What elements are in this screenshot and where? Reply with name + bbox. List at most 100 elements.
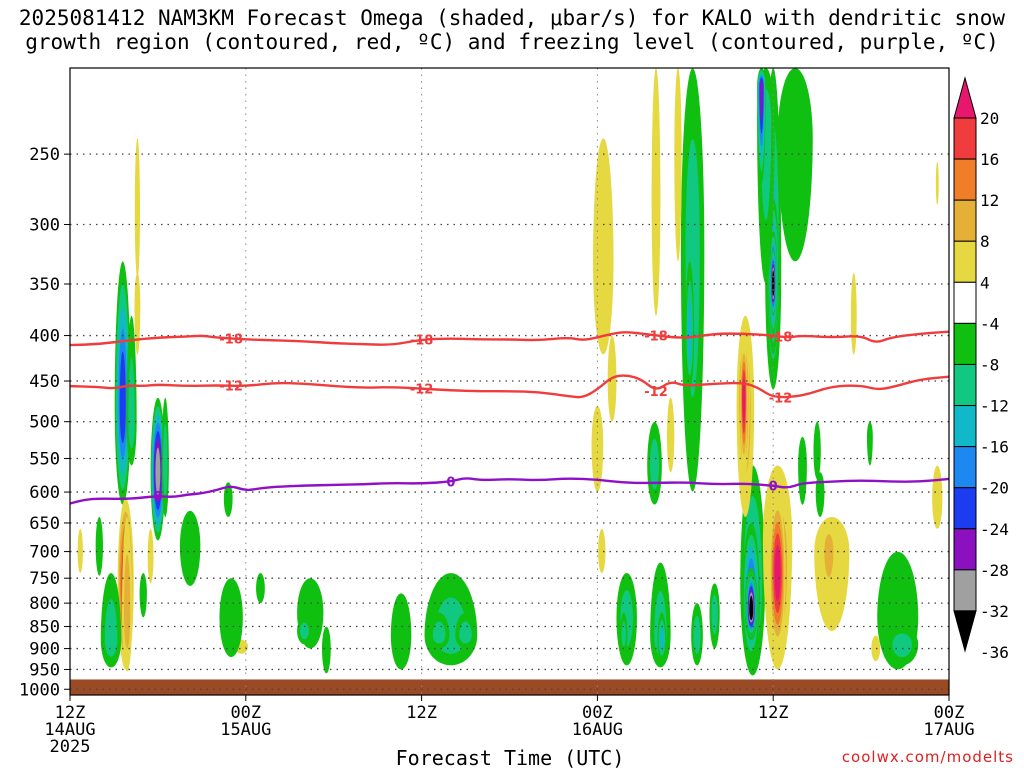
omega-cell — [815, 472, 825, 517]
omega-cell — [651, 67, 661, 316]
omega-cell — [687, 299, 692, 362]
omega-cell — [711, 594, 718, 635]
omega-cell — [162, 424, 168, 497]
plot-frame — [69, 67, 950, 696]
contour-label: 0 — [153, 490, 162, 505]
colorbar-top-arrow — [953, 76, 977, 119]
omega-cell — [299, 622, 309, 640]
colorbar-label: -4 — [980, 314, 999, 333]
omega-cell — [591, 405, 604, 493]
pressure-tick-label: 500 — [29, 413, 60, 433]
time-tick-label: 16AUG — [572, 720, 623, 740]
surface-ground-band — [70, 679, 949, 695]
pressure-tick-label: 300 — [29, 216, 60, 236]
colorbar-swatch — [953, 363, 977, 407]
contour-label: -18 — [219, 332, 243, 347]
omega-cell — [742, 377, 746, 424]
colorbar-swatch — [953, 240, 977, 283]
time-tick-label: 17AUG — [923, 720, 974, 740]
omega-cell — [871, 635, 881, 662]
pressure-tick-label: 800 — [29, 594, 60, 614]
contour-label: -18 — [644, 330, 668, 345]
colorbar-label: -8 — [980, 355, 999, 374]
omega-cell — [693, 615, 701, 654]
colorbar-swatch — [953, 322, 977, 365]
omega-cell — [798, 436, 807, 505]
omega-cell — [935, 161, 939, 205]
pressure-tick-label: 250 — [29, 145, 60, 165]
title-line-2: growth region (contoured, red, ºC) and f… — [25, 30, 999, 54]
omega-cell — [390, 593, 412, 670]
colorbar-label: -12 — [980, 397, 1009, 416]
omega-cell — [777, 67, 813, 262]
colorbar-swatch — [953, 199, 977, 242]
title-line-1: 2025081412 NAM3KM Forecast Omega (shaded… — [18, 6, 1006, 30]
contour-label: -18 — [410, 333, 434, 348]
omega-cell — [432, 621, 446, 644]
pressure-tick-label: 600 — [29, 483, 60, 503]
omega-cell — [119, 351, 126, 444]
omega-cell — [866, 421, 873, 466]
temperature-contours: -18 -18 -18 -18 -12 -12 -12 -12 0 0 0 — [69, 330, 950, 505]
pressure-tick-label: 400 — [29, 327, 60, 347]
pressure-tick-label: 1000 — [19, 680, 60, 700]
surface-band — [70, 679, 949, 695]
omega-cell — [256, 573, 265, 604]
colorbar-swatch — [953, 405, 977, 448]
colorbar-label: 8 — [980, 232, 990, 251]
omega-shaded-field — [77, 67, 943, 676]
time-tick-label: 00Z — [582, 703, 613, 723]
time-tick-label: 15AUG — [220, 720, 271, 740]
contour-line — [69, 374, 950, 399]
omega-cell — [139, 573, 147, 618]
colorbar-swatch — [953, 487, 977, 530]
pressure-tick-label: 950 — [29, 660, 60, 680]
omega-cell — [774, 544, 781, 602]
colorbar-swatch — [953, 569, 977, 612]
omega-cell — [850, 272, 857, 355]
colorbar-label: 4 — [980, 273, 990, 292]
time-tick-label: 2025 — [50, 737, 91, 757]
omega-cell — [674, 67, 682, 262]
pressure-tick-label: 700 — [29, 543, 60, 563]
contour-label: 0 — [446, 476, 455, 491]
omega-cell — [134, 138, 141, 279]
colorbar-label: -32 — [980, 602, 1009, 621]
pressure-tick-label: 850 — [29, 618, 60, 638]
omega-cell — [813, 421, 821, 479]
omega-cell — [223, 482, 233, 517]
omega-cell — [219, 578, 243, 658]
pressure-axis: 2503003504004505005506006507007508008509… — [19, 145, 70, 700]
colorbar-swatch — [953, 281, 977, 324]
omega-cell — [749, 598, 753, 618]
colorbar-label: 12 — [980, 191, 999, 210]
pressure-tick-label: 450 — [29, 372, 60, 392]
omega-cell — [650, 438, 660, 490]
contour-label: 0 — [769, 480, 778, 495]
omega-cell — [128, 357, 135, 449]
colorbar-label: -24 — [980, 520, 1009, 539]
pressure-tick-label: 650 — [29, 514, 60, 534]
colorbar-label: -20 — [980, 479, 1009, 498]
time-tick-label: 12Z — [55, 703, 86, 723]
omega-cell — [321, 626, 331, 674]
omega-cell — [179, 510, 201, 586]
chart-title: 2025081412 NAM3KM Forecast Omega (shaded… — [0, 6, 1024, 54]
x-axis-label: Forecast Time (UTC) — [396, 746, 625, 768]
colorbar-swatch — [953, 117, 977, 160]
time-tick-label: 12Z — [758, 703, 789, 723]
contour-label: -12 — [644, 385, 668, 400]
colorbar-bottom-arrow — [953, 610, 977, 653]
omega-cell — [659, 626, 664, 651]
omega-cell — [892, 633, 912, 658]
omega-cell — [598, 528, 606, 574]
omega-cell — [104, 599, 118, 657]
omega-cell — [155, 447, 161, 495]
time-tick-label: 14AUG — [44, 720, 95, 740]
colorbar-label: -28 — [980, 561, 1009, 580]
colorbar-label: 20 — [980, 109, 999, 128]
colorbar-swatch — [953, 528, 977, 571]
pressure-tick-label: 550 — [29, 449, 60, 469]
omega-cell — [666, 397, 675, 473]
